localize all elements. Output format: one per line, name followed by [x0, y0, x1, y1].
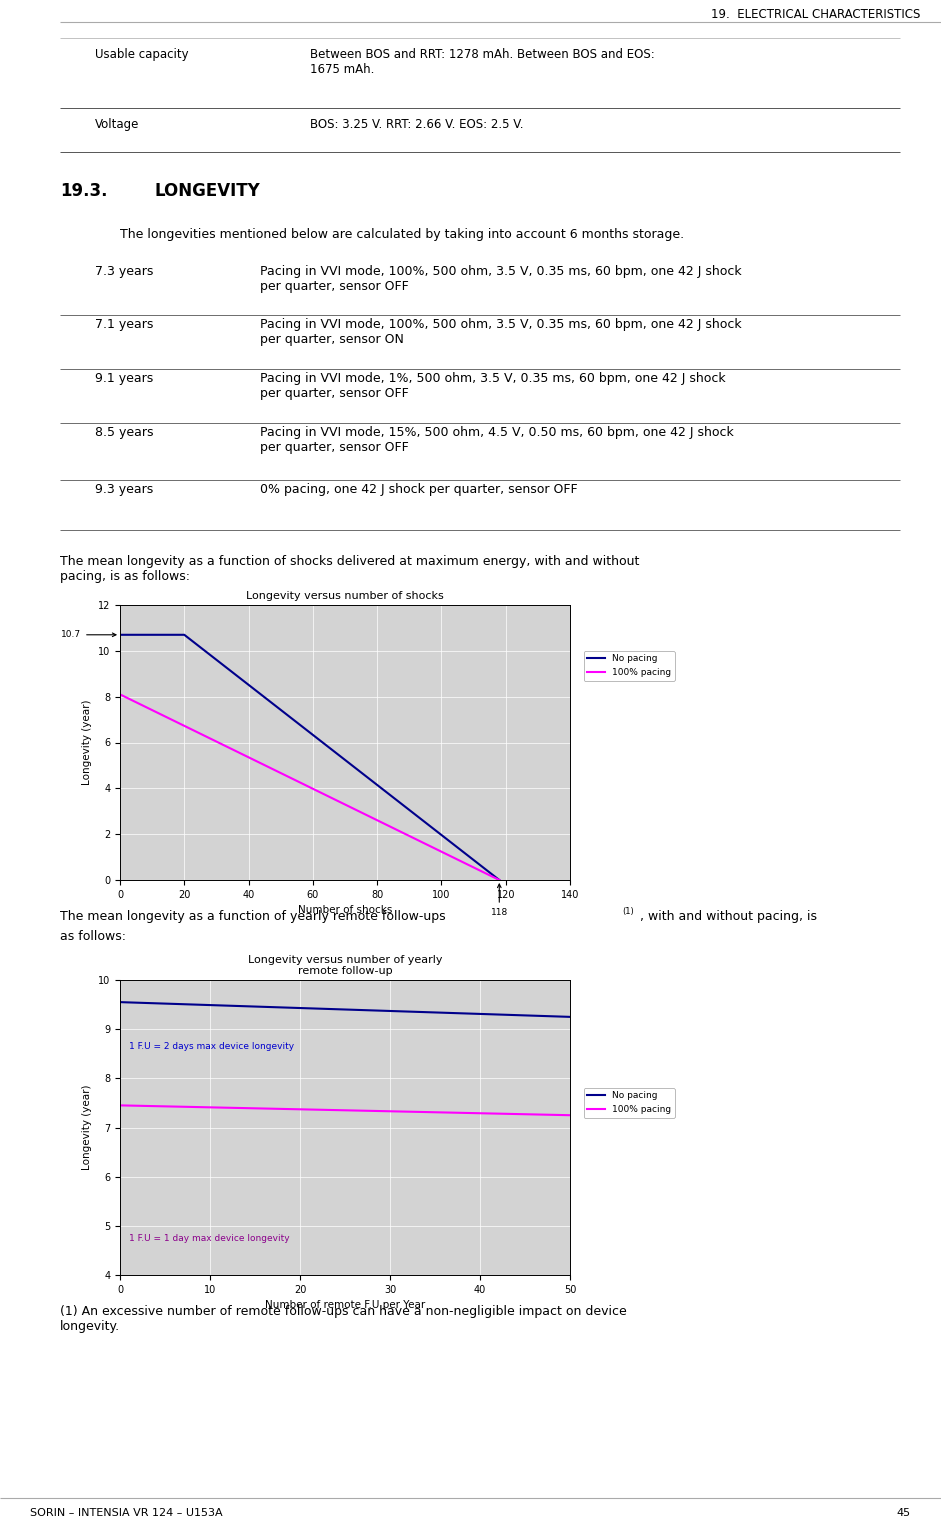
Legend: No pacing, 100% pacing: No pacing, 100% pacing: [583, 652, 675, 681]
Text: 118: 118: [490, 885, 508, 917]
Text: Pacing in VVI mode, 100%, 500 ohm, 3.5 V, 0.35 ms, 60 bpm, one 42 J shock
per qu: Pacing in VVI mode, 100%, 500 ohm, 3.5 V…: [260, 265, 742, 293]
Title: Longevity versus number of shocks: Longevity versus number of shocks: [247, 592, 444, 601]
Text: 9.1 years: 9.1 years: [95, 373, 153, 385]
X-axis label: Number of remote F.U per Year: Number of remote F.U per Year: [264, 1300, 425, 1311]
Line: No pacing: No pacing: [120, 635, 500, 880]
Text: BOS: 3.25 V. RRT: 2.66 V. EOS: 2.5 V.: BOS: 3.25 V. RRT: 2.66 V. EOS: 2.5 V.: [310, 118, 523, 130]
Text: 10.7: 10.7: [61, 630, 116, 639]
Text: Pacing in VVI mode, 1%, 500 ohm, 3.5 V, 0.35 ms, 60 bpm, one 42 J shock
per quar: Pacing in VVI mode, 1%, 500 ohm, 3.5 V, …: [260, 373, 726, 400]
Text: Pacing in VVI mode, 15%, 500 ohm, 4.5 V, 0.50 ms, 60 bpm, one 42 J shock
per qua: Pacing in VVI mode, 15%, 500 ohm, 4.5 V,…: [260, 426, 734, 454]
Text: SORIN – INTENSIA VR 124 – U153A: SORIN – INTENSIA VR 124 – U153A: [30, 1508, 223, 1518]
Text: Usable capacity: Usable capacity: [95, 48, 188, 61]
Text: 7.1 years: 7.1 years: [95, 317, 153, 331]
Text: (1): (1): [622, 908, 633, 917]
Text: The longevities mentioned below are calculated by taking into account 6 months s: The longevities mentioned below are calc…: [120, 228, 684, 241]
Text: as follows:: as follows:: [60, 931, 126, 943]
Text: 1 F.U = 1 day max device longevity: 1 F.U = 1 day max device longevity: [129, 1234, 290, 1243]
Text: Between BOS and RRT: 1278 mAh. Between BOS and EOS:
1675 mAh.: Between BOS and RRT: 1278 mAh. Between B…: [310, 48, 655, 77]
Text: 19.  ELECTRICAL CHARACTERISTICS: 19. ELECTRICAL CHARACTERISTICS: [710, 8, 920, 21]
Text: 9.3 years: 9.3 years: [95, 483, 153, 497]
Text: 19.3.: 19.3.: [60, 182, 107, 199]
Text: Pacing in VVI mode, 100%, 500 ohm, 3.5 V, 0.35 ms, 60 bpm, one 42 J shock
per qu: Pacing in VVI mode, 100%, 500 ohm, 3.5 V…: [260, 317, 742, 346]
Text: The mean longevity as a function of yearly remote follow-ups: The mean longevity as a function of year…: [60, 911, 446, 923]
Text: 45: 45: [897, 1508, 911, 1518]
No pacing: [494, 871, 505, 889]
Y-axis label: Longevity (year): Longevity (year): [83, 699, 92, 785]
Text: (1) An excessive number of remote follow-ups can have a non-negligible impact on: (1) An excessive number of remote follow…: [60, 1305, 627, 1334]
No pacing: [115, 625, 126, 644]
Title: Longevity versus number of yearly
remote follow-up: Longevity versus number of yearly remote…: [247, 955, 442, 977]
Text: 1 F.U = 2 days max device longevity: 1 F.U = 2 days max device longevity: [129, 1042, 295, 1052]
Text: The mean longevity as a function of shocks delivered at maximum energy, with and: The mean longevity as a function of shoc…: [60, 555, 639, 583]
Text: Voltage: Voltage: [95, 118, 139, 130]
Text: 7.3 years: 7.3 years: [95, 265, 153, 277]
Text: 0% pacing, one 42 J shock per quarter, sensor OFF: 0% pacing, one 42 J shock per quarter, s…: [260, 483, 578, 497]
No pacing: [179, 625, 190, 644]
X-axis label: Number of shocks: Number of shocks: [297, 906, 392, 915]
Y-axis label: Longevity (year): Longevity (year): [83, 1085, 92, 1170]
Text: , with and without pacing, is: , with and without pacing, is: [640, 911, 817, 923]
Text: LONGEVITY: LONGEVITY: [155, 182, 261, 199]
Legend: No pacing, 100% pacing: No pacing, 100% pacing: [583, 1088, 675, 1118]
Text: 8.5 years: 8.5 years: [95, 426, 153, 438]
